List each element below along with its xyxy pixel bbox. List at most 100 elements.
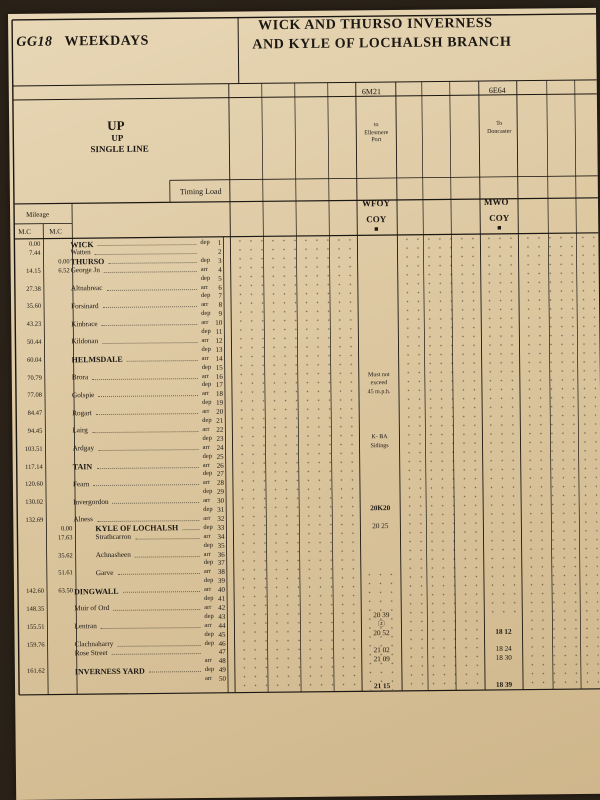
col2-train-type: MWO xyxy=(483,196,509,208)
station-name: Brora xyxy=(71,373,89,382)
row-number: 25 xyxy=(216,452,224,461)
station-name: HELMSDALE xyxy=(71,355,123,365)
train-time: ⓩ xyxy=(377,619,386,628)
row-number: 30 xyxy=(217,496,225,505)
station-name: Strathcarron xyxy=(95,532,132,542)
mileage-main: 159.76 xyxy=(26,641,45,649)
row-number: 2 xyxy=(217,247,222,256)
mileage-main: 148.35 xyxy=(26,605,45,613)
mileage-col2-label: M.C xyxy=(49,227,62,236)
mileage-main: 117.14 xyxy=(25,463,43,471)
mileage-branch: 6.52 xyxy=(58,267,70,275)
row-number: 15 xyxy=(215,363,223,372)
row-number: 47 xyxy=(218,648,226,657)
train-time: 21 02 xyxy=(373,646,390,655)
station-name: INVERNESS YARD xyxy=(74,666,145,677)
mileage-main: 43.23 xyxy=(26,320,42,328)
station-name: KYLE OF LOCHALSH xyxy=(95,523,179,534)
row-number: 13 xyxy=(215,345,223,354)
train-time: 18 39 xyxy=(495,680,513,689)
column-note: Must not xyxy=(368,371,390,378)
station-name: Alness xyxy=(73,515,93,524)
dotted-field xyxy=(234,235,358,693)
col1-train-type: WFOY xyxy=(361,198,391,209)
station-name: Fearn xyxy=(72,479,90,489)
row-number: 49 xyxy=(218,665,226,675)
train-time: 21 15 xyxy=(373,682,391,691)
direction-sub: UP xyxy=(111,132,124,143)
mileage-main: 14.15 xyxy=(26,267,41,275)
column-note: Sidings xyxy=(370,442,389,449)
mileage-main: 132.69 xyxy=(25,516,44,524)
row-number: 48 xyxy=(218,657,226,666)
row-number: 10 xyxy=(215,318,223,327)
mileage-col1-label: M.C xyxy=(18,227,31,236)
mileage-main: 50.44 xyxy=(26,338,42,346)
row-number: 4 xyxy=(218,265,222,274)
table-code: GG18 xyxy=(16,34,53,50)
row-number: 34 xyxy=(217,532,225,541)
row-number: 44 xyxy=(218,621,226,630)
mileage-branch: 0.00 xyxy=(58,258,70,266)
row-number: 1 xyxy=(217,238,222,247)
row-number: 39 xyxy=(217,576,225,586)
mileage-main: 161.62 xyxy=(26,667,45,676)
col2-destination-to: To xyxy=(496,120,503,127)
route-title-line1: WICK AND THURSO INVERNESS xyxy=(258,15,493,34)
mileage-main: 60.04 xyxy=(26,356,42,364)
mileage-branch: 0.00 xyxy=(60,525,73,533)
train-time: 20 25 xyxy=(372,521,389,531)
row-number: 6 xyxy=(218,283,222,292)
station-name: Kinbrace xyxy=(71,319,98,328)
mileage-branch: 51.61 xyxy=(58,569,73,577)
mileage-main: 84.47 xyxy=(27,409,43,417)
mileage-branch: 63.50 xyxy=(58,587,74,595)
col1-headcode: 6M21 xyxy=(361,87,382,97)
station-name: Lairg xyxy=(72,426,88,435)
mileage-main: 35.60 xyxy=(26,302,42,311)
train-time: 18 30 xyxy=(495,654,512,663)
mileage-main: 70.79 xyxy=(27,374,42,382)
route-title-line2: AND KYLE OF LOCHALSH BRANCH xyxy=(252,34,512,53)
mileage-main: 142.60 xyxy=(26,587,45,595)
row-number: 21 xyxy=(216,416,224,425)
mileage-main: 0.00 xyxy=(29,240,41,248)
row-number: 46 xyxy=(218,639,226,648)
row-number: 12 xyxy=(215,336,223,345)
row-number: 40 xyxy=(218,585,226,594)
mileage-main: 120.60 xyxy=(25,480,43,489)
row-number: 45 xyxy=(218,630,226,639)
row-number: 36 xyxy=(217,550,225,559)
station-name: Invergordon xyxy=(73,497,109,506)
row-number: 35 xyxy=(217,541,225,550)
row-number: 26 xyxy=(216,461,224,470)
column-note: 45 m.p.h. xyxy=(367,389,391,396)
col1-destination-to: to xyxy=(373,122,379,129)
train-time: 20 39 xyxy=(373,610,390,620)
row-number: 16 xyxy=(215,372,223,381)
col2-marker: ■ xyxy=(497,223,502,232)
col2-operator: COY xyxy=(489,212,510,223)
station-name: George Jn xyxy=(70,266,100,275)
row-number: 50 xyxy=(218,674,227,683)
station-name: Muir of Ord xyxy=(74,604,110,613)
column-note: exceed xyxy=(370,380,388,387)
station-name: DINGWALL xyxy=(74,586,119,596)
station-name: Forsinard xyxy=(71,301,99,311)
dotted-field xyxy=(522,232,600,690)
row-number: 14 xyxy=(215,354,223,363)
timing-load-label: Timing Load xyxy=(179,186,222,197)
row-number: 27 xyxy=(216,470,224,479)
station-name: Achnasheen xyxy=(95,550,131,560)
mileage-main: 155.51 xyxy=(26,623,45,631)
row-number: 31 xyxy=(217,505,225,514)
mileage-main: 77.08 xyxy=(27,391,43,400)
col2-destination: Doncaster xyxy=(487,128,512,135)
col1-destination: Ellesmere Port xyxy=(364,130,389,143)
col2-headcode: 6E64 xyxy=(488,85,506,95)
train-time: 20 52 xyxy=(373,628,390,637)
row-number: 38 xyxy=(217,568,225,577)
table-code-heading: GG18 WEEKDAYS xyxy=(16,34,149,50)
train-time: 18 24 xyxy=(495,645,512,654)
station-name: Rogart xyxy=(72,408,92,417)
